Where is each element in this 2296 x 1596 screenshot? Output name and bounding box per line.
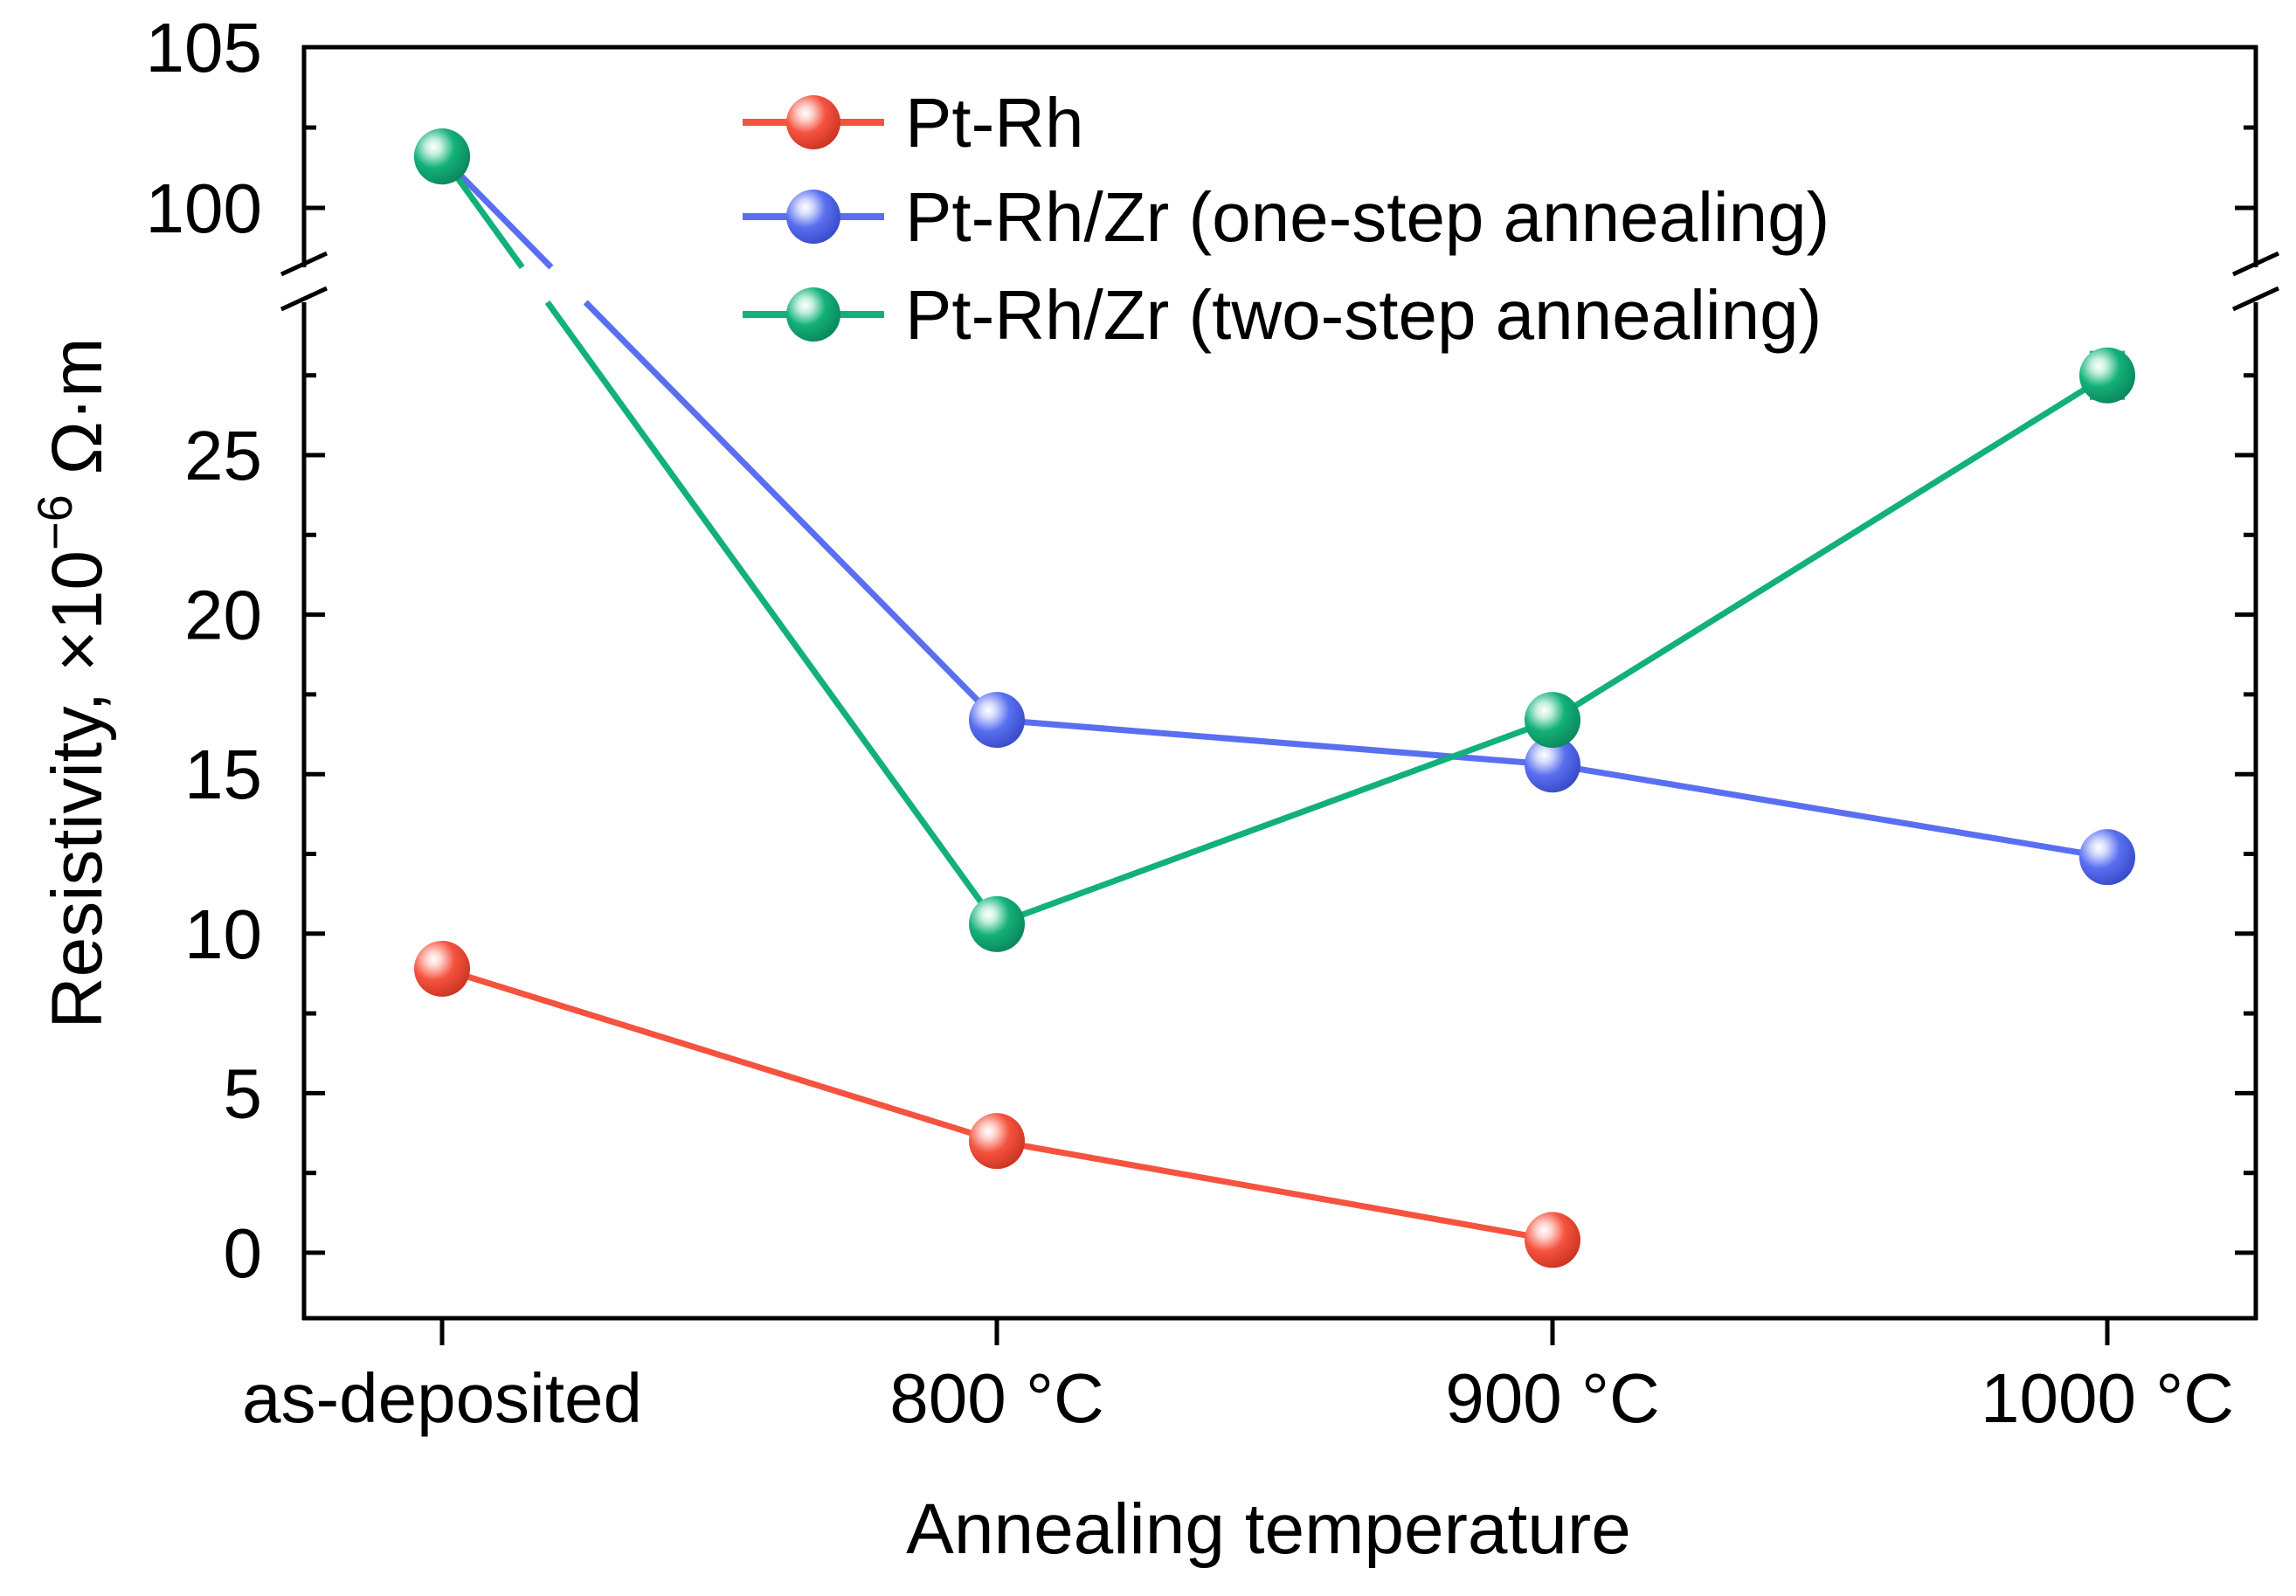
x-tick-label-3: 1000 °C [1981, 1359, 2234, 1437]
axis-break-mark-right-2 [2231, 286, 2280, 312]
series-0-segment-0 [440, 965, 999, 1144]
series-lines [439, 154, 2109, 1243]
series-2-segment-1 [995, 716, 1554, 928]
marker-series-2-point-2 [1525, 692, 1580, 749]
series-1-segment-0-b [583, 300, 999, 722]
marker-series-2-point-1 [969, 895, 1025, 952]
y-tick-label-15: 15 [184, 736, 262, 813]
y-tick-label-10: 10 [184, 895, 262, 973]
series-1-segment-2 [1552, 761, 2108, 860]
y-tick-label-105: 105 [146, 9, 262, 86]
y-ticks [304, 45, 2256, 1255]
y-axis-title: Resistivity, ×10−6 Ω·m [27, 337, 117, 1028]
axis-break-mark-left-2 [280, 286, 328, 312]
legend-marker-one-step [786, 190, 840, 244]
marker-series-0-point-0 [414, 940, 470, 997]
legend: Pt-Rh Pt-Rh/Zr (one-step annealing) Pt-R… [743, 84, 1829, 354]
y-tick-label-20: 20 [184, 577, 262, 654]
legend-marker-two-step [786, 287, 840, 342]
legend-entry-two-step: Pt-Rh/Zr (two-step annealing) [743, 276, 1822, 354]
y-tick-label-100: 100 [146, 169, 262, 247]
y-tick-label-5: 5 [224, 1054, 263, 1132]
y-tick-label-25: 25 [184, 417, 262, 494]
x-tick-labels: as-deposited 800 °C 900 °C 1000 °C [242, 1359, 2234, 1437]
data-markers [414, 128, 2135, 1268]
y-tick-label-0: 0 [224, 1214, 263, 1292]
y-tick-labels: 0 5 10 15 20 25 100 105 [146, 9, 262, 1292]
marker-series-0-point-2 [1525, 1212, 1580, 1268]
x-tick-label-2: 900 °C [1445, 1359, 1659, 1437]
x-axis-title: Annealing temperature [906, 1489, 1631, 1569]
marker-series-2-point-0 [414, 128, 470, 185]
legend-label-pt-rh: Pt-Rh [905, 84, 1084, 162]
series-2-segment-0-b [544, 300, 999, 926]
x-tick-label-0: as-deposited [242, 1359, 642, 1437]
axis-break-mark-left-1 [280, 251, 328, 277]
marker-series-0-point-1 [969, 1113, 1025, 1170]
marker-series-1-point-3 [2079, 829, 2135, 886]
series-2-segment-2 [1551, 372, 2109, 723]
legend-entry-one-step: Pt-Rh/Zr (one-step annealing) [743, 178, 1829, 256]
marker-series-2-point-3 [2079, 347, 2135, 404]
legend-entry-pt-rh: Pt-Rh [743, 84, 1084, 162]
marker-series-1-point-2 [1525, 736, 1580, 793]
legend-marker-pt-rh [786, 95, 840, 149]
y-axis-title-unit: Ω·m [38, 337, 117, 494]
axes [280, 45, 2280, 1321]
y-axis-title-main: Resistivity, ×10 [38, 550, 117, 1029]
series-1-segment-1 [996, 716, 1553, 768]
x-ticks [439, 1320, 2110, 1345]
axis-break-mark-right-1 [2231, 251, 2280, 277]
legend-label-one-step: Pt-Rh/Zr (one-step annealing) [905, 178, 1829, 256]
y-axis-title-exponent: −6 [27, 494, 82, 550]
marker-series-1-point-1 [969, 692, 1025, 749]
x-tick-label-1: 800 °C [889, 1359, 1103, 1437]
legend-label-two-step: Pt-Rh/Zr (two-step annealing) [905, 276, 1822, 354]
series-0-segment-1 [996, 1137, 1553, 1243]
